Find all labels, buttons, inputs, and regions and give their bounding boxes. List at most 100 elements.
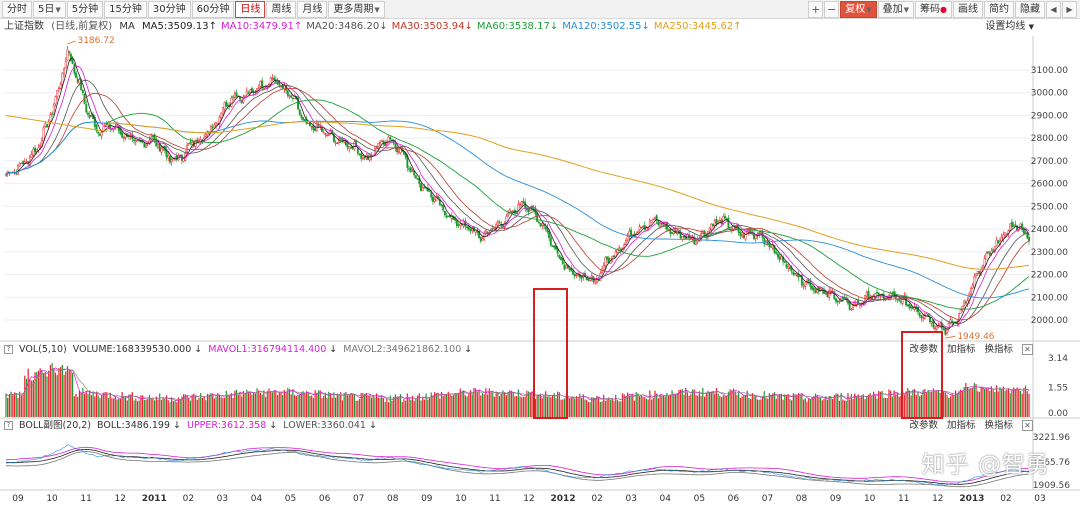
volume-bar: [39, 368, 41, 417]
prev-arrow-icon[interactable]: ◀: [1046, 1, 1061, 18]
volume-bar: [476, 391, 478, 417]
candle-body: [442, 205, 445, 211]
boll-add-indicator-button[interactable]: 加指标: [946, 420, 976, 431]
volume-bar: [958, 390, 960, 417]
volume-bar: [118, 398, 120, 417]
candle-body: [573, 273, 576, 277]
candle-body: [695, 240, 697, 246]
close-icon[interactable]: ✕: [1022, 420, 1033, 431]
volume-bar: [736, 394, 738, 417]
candle-body: [314, 128, 317, 132]
candle-body: [88, 114, 91, 118]
simple-mode-button[interactable]: 简约: [984, 1, 1014, 18]
candle-body: [469, 228, 472, 232]
candle-body: [105, 123, 108, 125]
volume-bar: [275, 390, 277, 417]
volume-bar: [539, 393, 542, 417]
x-tick-label: 05: [694, 494, 705, 504]
volume-bar: [297, 394, 299, 417]
candle-body: [291, 97, 294, 100]
vol-add-indicator-button[interactable]: 加指标: [946, 344, 976, 355]
volume-bar: [206, 393, 209, 417]
volume-bar: [225, 391, 227, 417]
volume-bar: [82, 388, 84, 417]
volume-bar: [806, 401, 808, 417]
chips-button[interactable]: 筹码●: [915, 1, 952, 18]
candle-body: [233, 93, 236, 99]
candle-body: [987, 251, 989, 253]
boll-change-params-button[interactable]: 改参数: [909, 420, 938, 431]
period-tab-8[interactable]: 月线: [297, 1, 328, 18]
period-tab-5[interactable]: 60分钟: [191, 1, 235, 18]
period-tab-6[interactable]: 日线: [235, 1, 266, 18]
help-icon[interactable]: ?: [4, 345, 13, 354]
help-icon[interactable]: ?: [4, 421, 13, 430]
volume-bar: [278, 392, 280, 417]
period-tab-1[interactable]: 5日▼: [33, 1, 66, 18]
period-tab-7[interactable]: 周线: [266, 1, 297, 18]
volume-bar: [816, 395, 818, 417]
zoom-in-button[interactable]: +: [808, 1, 824, 18]
period-tab-label: 30分钟: [152, 4, 186, 15]
overlay-button[interactable]: 叠加▼: [877, 1, 915, 18]
candle-body: [594, 280, 597, 283]
volume-bar: [427, 399, 429, 417]
period-tab-2[interactable]: 5分钟: [66, 1, 104, 18]
boll-swap-indicator-button[interactable]: 换指标: [984, 420, 1013, 431]
volume-bar: [370, 397, 373, 417]
vol-change-params-button[interactable]: 改参数: [909, 344, 938, 355]
candle-body: [718, 220, 721, 223]
draw-line-button[interactable]: 画线: [953, 1, 983, 18]
candle-body: [375, 147, 378, 150]
candle-body: [785, 264, 788, 268]
candle-body: [170, 159, 173, 163]
hide-button[interactable]: 隐藏: [1015, 1, 1045, 18]
period-tab-4[interactable]: 30分钟: [147, 1, 191, 18]
candle-body: [852, 304, 855, 310]
fuquan-button[interactable]: 复权▼: [840, 1, 877, 18]
volume-bar: [224, 397, 226, 417]
candle-body: [850, 309, 853, 311]
volume-bar: [457, 392, 460, 417]
candle-body: [599, 273, 602, 282]
volume-bar: [975, 384, 977, 417]
candle-body: [537, 221, 540, 223]
candle-body: [447, 215, 450, 217]
volume-bar: [761, 396, 764, 417]
period-tab-9[interactable]: 更多周期▼: [328, 1, 385, 18]
candle-body: [776, 253, 779, 258]
candle-body: [353, 141, 356, 150]
candle-body: [360, 153, 363, 159]
volume-bar: [705, 392, 707, 417]
candle-body: [174, 156, 177, 160]
candle-body: [807, 279, 810, 282]
period-tab-label: 15分钟: [109, 4, 142, 15]
period-tab-3[interactable]: 15分钟: [104, 1, 147, 18]
close-icon[interactable]: ✕: [1022, 344, 1033, 355]
candle-body: [297, 97, 299, 110]
volume-bar: [972, 387, 974, 417]
volume-bar: [331, 397, 333, 417]
candle-body: [387, 136, 390, 144]
volume-bar: [768, 393, 771, 417]
volume-bar: [142, 395, 144, 417]
zoom-out-button[interactable]: −: [824, 1, 840, 18]
volume-bar: [493, 396, 496, 417]
volume-bar: [640, 394, 642, 417]
candle-body: [606, 256, 609, 260]
vol-swap-indicator-button[interactable]: 换指标: [984, 344, 1013, 355]
candle-body: [481, 238, 484, 241]
volume-bar: [917, 391, 919, 417]
volume-bar: [215, 396, 217, 417]
volume-bar: [449, 393, 451, 417]
candle-body: [969, 288, 972, 295]
period-tab-0[interactable]: 分时: [2, 1, 32, 18]
volume-bar: [435, 393, 437, 417]
volume-bar: [92, 391, 94, 417]
candle-body: [650, 220, 653, 223]
candle-body: [189, 141, 192, 144]
chevron-down-icon: ▼: [1028, 23, 1034, 31]
ma-setting-button[interactable]: 设置均线 ▼: [985, 19, 1034, 35]
next-arrow-icon[interactable]: ▶: [1062, 1, 1077, 18]
volume-bar: [411, 395, 414, 417]
